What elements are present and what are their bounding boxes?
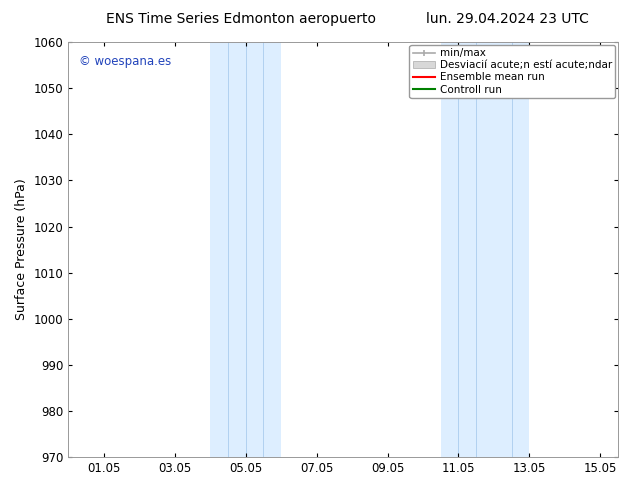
Y-axis label: Surface Pressure (hPa): Surface Pressure (hPa) bbox=[15, 179, 28, 320]
Bar bbox=[441, 42, 529, 457]
Legend: min/max, Desviacií acute;n estí acute;ndar, Ensemble mean run, Controll run: min/max, Desviacií acute;n estí acute;nd… bbox=[410, 45, 615, 98]
Bar bbox=[210, 42, 281, 457]
Text: © woespana.es: © woespana.es bbox=[79, 54, 171, 68]
Text: ENS Time Series Edmonton aeropuerto: ENS Time Series Edmonton aeropuerto bbox=[106, 12, 376, 26]
Text: lun. 29.04.2024 23 UTC: lun. 29.04.2024 23 UTC bbox=[426, 12, 588, 26]
